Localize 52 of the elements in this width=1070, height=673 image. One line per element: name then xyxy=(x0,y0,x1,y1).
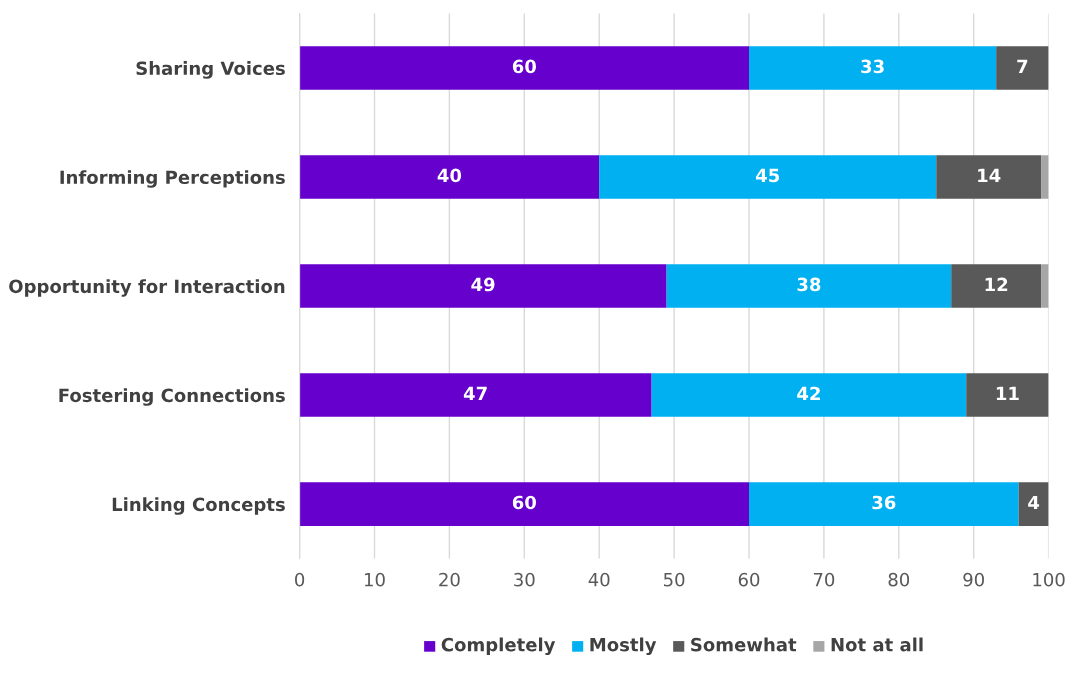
bar xyxy=(951,264,1042,308)
y-tick-label: Opportunity for Interaction xyxy=(9,279,285,297)
data-label: 36 xyxy=(872,495,896,510)
data-label: 7 xyxy=(1017,59,1028,73)
data-label: 42 xyxy=(797,386,820,401)
x-tick-label: 20 xyxy=(439,572,460,587)
bar xyxy=(299,155,600,199)
legend-label: Somewhat xyxy=(691,637,797,652)
y-tick-label: Linking Concepts xyxy=(112,497,285,515)
bar xyxy=(966,373,1049,417)
bar xyxy=(1041,264,1049,308)
y-tick-label: Informing Perceptions xyxy=(60,170,285,188)
data-label: 33 xyxy=(861,59,884,74)
x-tick-label: 90 xyxy=(963,572,984,587)
legend-label: Completely xyxy=(441,637,556,656)
legend-label: Not at all xyxy=(831,637,923,652)
y-tick-label: Sharing Voices xyxy=(136,61,285,79)
x-tick-label: 50 xyxy=(664,572,685,587)
x-tick-label: 80 xyxy=(888,572,910,587)
data-label: 60 xyxy=(512,59,536,74)
bar xyxy=(651,373,967,417)
bar xyxy=(299,46,749,90)
data-label: 38 xyxy=(797,277,821,292)
bar xyxy=(749,482,1019,526)
data-label: 14 xyxy=(978,168,1001,182)
bar xyxy=(666,264,952,308)
x-tick-label: 60 xyxy=(738,572,760,587)
bar xyxy=(299,373,652,417)
bar xyxy=(1041,155,1049,199)
bar xyxy=(299,482,749,526)
data-label: 47 xyxy=(463,386,487,401)
bar xyxy=(936,155,1042,199)
x-tick-label: 70 xyxy=(813,572,835,587)
bar xyxy=(996,46,1049,90)
data-label: 60 xyxy=(512,495,536,510)
x-tick-label: 10 xyxy=(365,572,385,587)
bar xyxy=(299,264,667,308)
data-label: 4 xyxy=(1028,495,1040,510)
data-label: 49 xyxy=(471,277,495,292)
bar xyxy=(599,155,937,199)
x-tick-label: 100 xyxy=(1033,572,1065,587)
bar xyxy=(1018,482,1049,526)
bar xyxy=(749,46,997,90)
x-tick-label: 0 xyxy=(295,572,305,587)
x-tick-label: 30 xyxy=(514,572,535,587)
data-label: 11 xyxy=(996,386,1019,401)
data-label: 45 xyxy=(755,168,780,183)
x-tick-label: 40 xyxy=(588,572,610,587)
y-tick-label: Fostering Connections xyxy=(59,388,285,406)
data-label: 40 xyxy=(437,168,462,183)
data-label: 12 xyxy=(985,277,1008,292)
legend-label: Mostly xyxy=(590,637,657,656)
